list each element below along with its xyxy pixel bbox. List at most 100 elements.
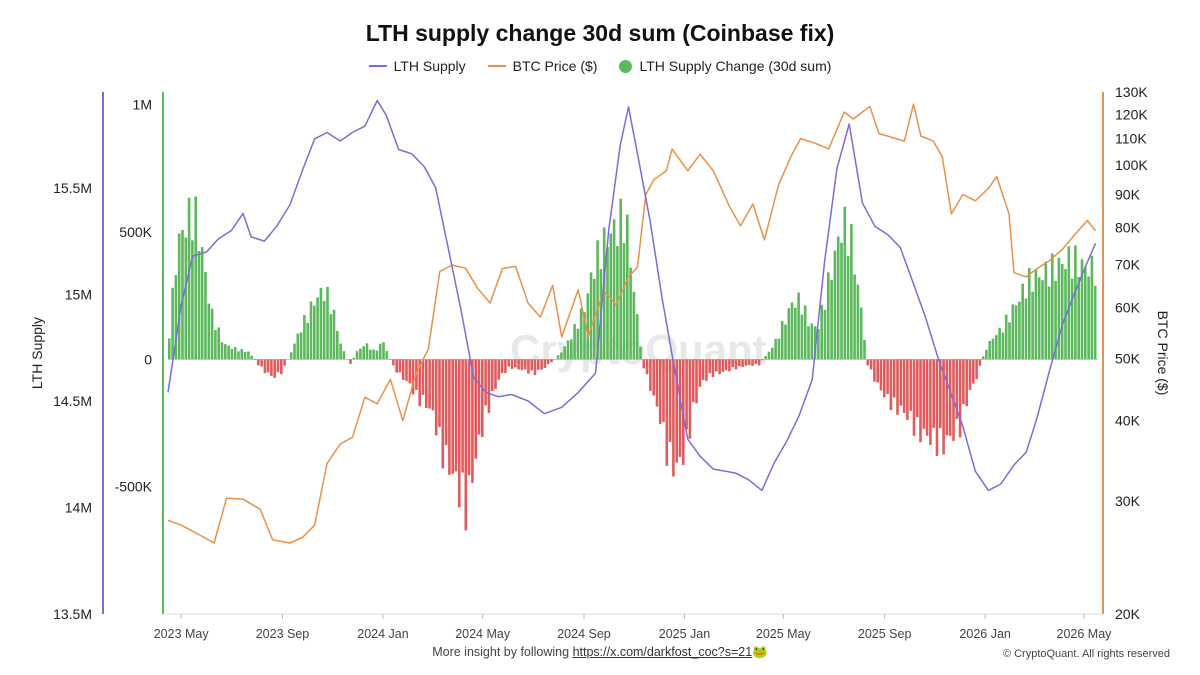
supply-change-bar [283, 359, 286, 366]
supply-change-bar [388, 359, 392, 360]
supply-change-bar [807, 326, 810, 360]
supply-change-bar [850, 224, 853, 360]
supply-change-bar [454, 359, 458, 472]
supply-change-bar [856, 284, 860, 360]
supply-change-bar [303, 315, 306, 360]
supply-change-bar [955, 359, 959, 419]
supply-change-bar [708, 359, 711, 374]
supply-change-bar [365, 343, 369, 360]
supply-change-bar [1008, 322, 1011, 360]
supply-change-bar [332, 309, 336, 360]
supply-change-bar [270, 359, 273, 376]
supply-change-bar [1074, 245, 1077, 360]
supply-change-bar [916, 359, 919, 418]
supply-change-bar [602, 227, 606, 360]
supply-change-bar [925, 359, 929, 436]
supply-change-bar [550, 359, 553, 363]
x-tick-label: 2026 May [1057, 627, 1113, 641]
supply-change-bar [237, 351, 240, 360]
supply-change-bar [754, 359, 758, 364]
x-tick-label: 2024 Jan [357, 627, 408, 641]
supply-change-bar [1041, 280, 1044, 360]
supply-change-bar [790, 302, 794, 360]
supply-change-bar [570, 339, 573, 360]
supply-change-bar [655, 359, 659, 407]
y-axis-title-lth-supply: LTH Supply [29, 316, 45, 390]
legend-item-supply-change[interactable]: LTH Supply Change (30d sum) [619, 58, 831, 74]
supply-change-bar [395, 359, 398, 373]
supply-change-bar [906, 359, 909, 420]
supply-change-bar [266, 359, 270, 373]
supply-change-bar [573, 324, 576, 360]
y-axis-title-btc-price: BTC Price ($) [1155, 310, 1171, 396]
supply-change-bar [1034, 269, 1038, 360]
x-tick-label: 2024 May [455, 627, 511, 641]
supply-change-bar [369, 349, 372, 360]
supply-change-bar [777, 338, 781, 360]
supply-change-bar [174, 275, 178, 360]
supply-change-bar [329, 314, 333, 360]
tick-label-btc-price: 130K [1115, 84, 1148, 100]
tick-label-change: 1M [133, 97, 152, 113]
x-tick-label: 2024 Sep [557, 627, 611, 641]
supply-change-bar [385, 351, 389, 360]
supply-change-bar [968, 359, 972, 390]
supply-change-bar [171, 287, 174, 360]
supply-change-bar [375, 350, 379, 360]
supply-change-bar [418, 359, 421, 407]
supply-change-bar [784, 324, 787, 360]
supply-change-bar [744, 359, 748, 366]
supply-change-bar [626, 214, 629, 360]
supply-change-bar [1028, 268, 1031, 360]
supply-change-bar [810, 323, 814, 360]
supply-change-bar [336, 331, 339, 360]
supply-change-bar [876, 359, 879, 383]
footer-link[interactable]: https://x.com/darkfost_coc?s=21 [572, 645, 753, 659]
supply-change-bar [207, 303, 211, 360]
supply-change-bar [514, 359, 517, 368]
supply-change-bar [253, 359, 257, 361]
supply-change-bar [210, 308, 214, 360]
supply-change-bar [830, 280, 833, 360]
supply-change-bar [662, 359, 665, 423]
legend-item-btc-price[interactable]: BTC Price ($) [487, 58, 597, 74]
supply-change-bar [833, 250, 837, 360]
supply-change-bar [991, 338, 995, 360]
supply-change-bar [260, 359, 263, 367]
supply-change-bar [721, 359, 725, 372]
supply-change-bar [757, 359, 761, 366]
supply-change-bar [649, 359, 652, 391]
supply-change-bar [197, 251, 201, 360]
supply-change-bar [747, 359, 751, 365]
supply-change-bar [579, 308, 583, 360]
supply-change-bar [962, 359, 965, 405]
supply-change-bar [981, 356, 985, 360]
footer: More insight by following https://x.com/… [0, 645, 1200, 660]
supply-change-bar [1001, 332, 1005, 360]
supply-change-bar [313, 305, 316, 360]
supply-change-bar [912, 359, 916, 436]
supply-change-bar [965, 359, 968, 407]
supply-change-bar [942, 359, 945, 455]
supply-change-bar [263, 359, 267, 374]
tick-label-btc-price: 70K [1115, 257, 1141, 273]
footer-text: More insight by following [432, 645, 570, 659]
supply-change-bar [405, 359, 408, 381]
supply-change-bar [731, 359, 734, 368]
supply-change-bar [306, 322, 309, 360]
tick-label-change: -500K [115, 479, 153, 495]
supply-change-bar [840, 242, 843, 360]
supply-change-bar [204, 271, 207, 360]
supply-change-bar [1057, 257, 1061, 360]
supply-change-bar [691, 359, 695, 403]
supply-change-bar [464, 359, 468, 531]
supply-change-bar [273, 359, 276, 378]
supply-change-bar [635, 314, 639, 360]
supply-change-bar [214, 330, 217, 360]
supply-change-bar [401, 359, 405, 380]
supply-change-bar [398, 359, 402, 373]
supply-change-bar [1064, 269, 1067, 360]
supply-change-bar [889, 359, 893, 411]
legend-item-lth-supply[interactable]: LTH Supply [368, 58, 466, 74]
supply-change-bar [576, 328, 580, 360]
